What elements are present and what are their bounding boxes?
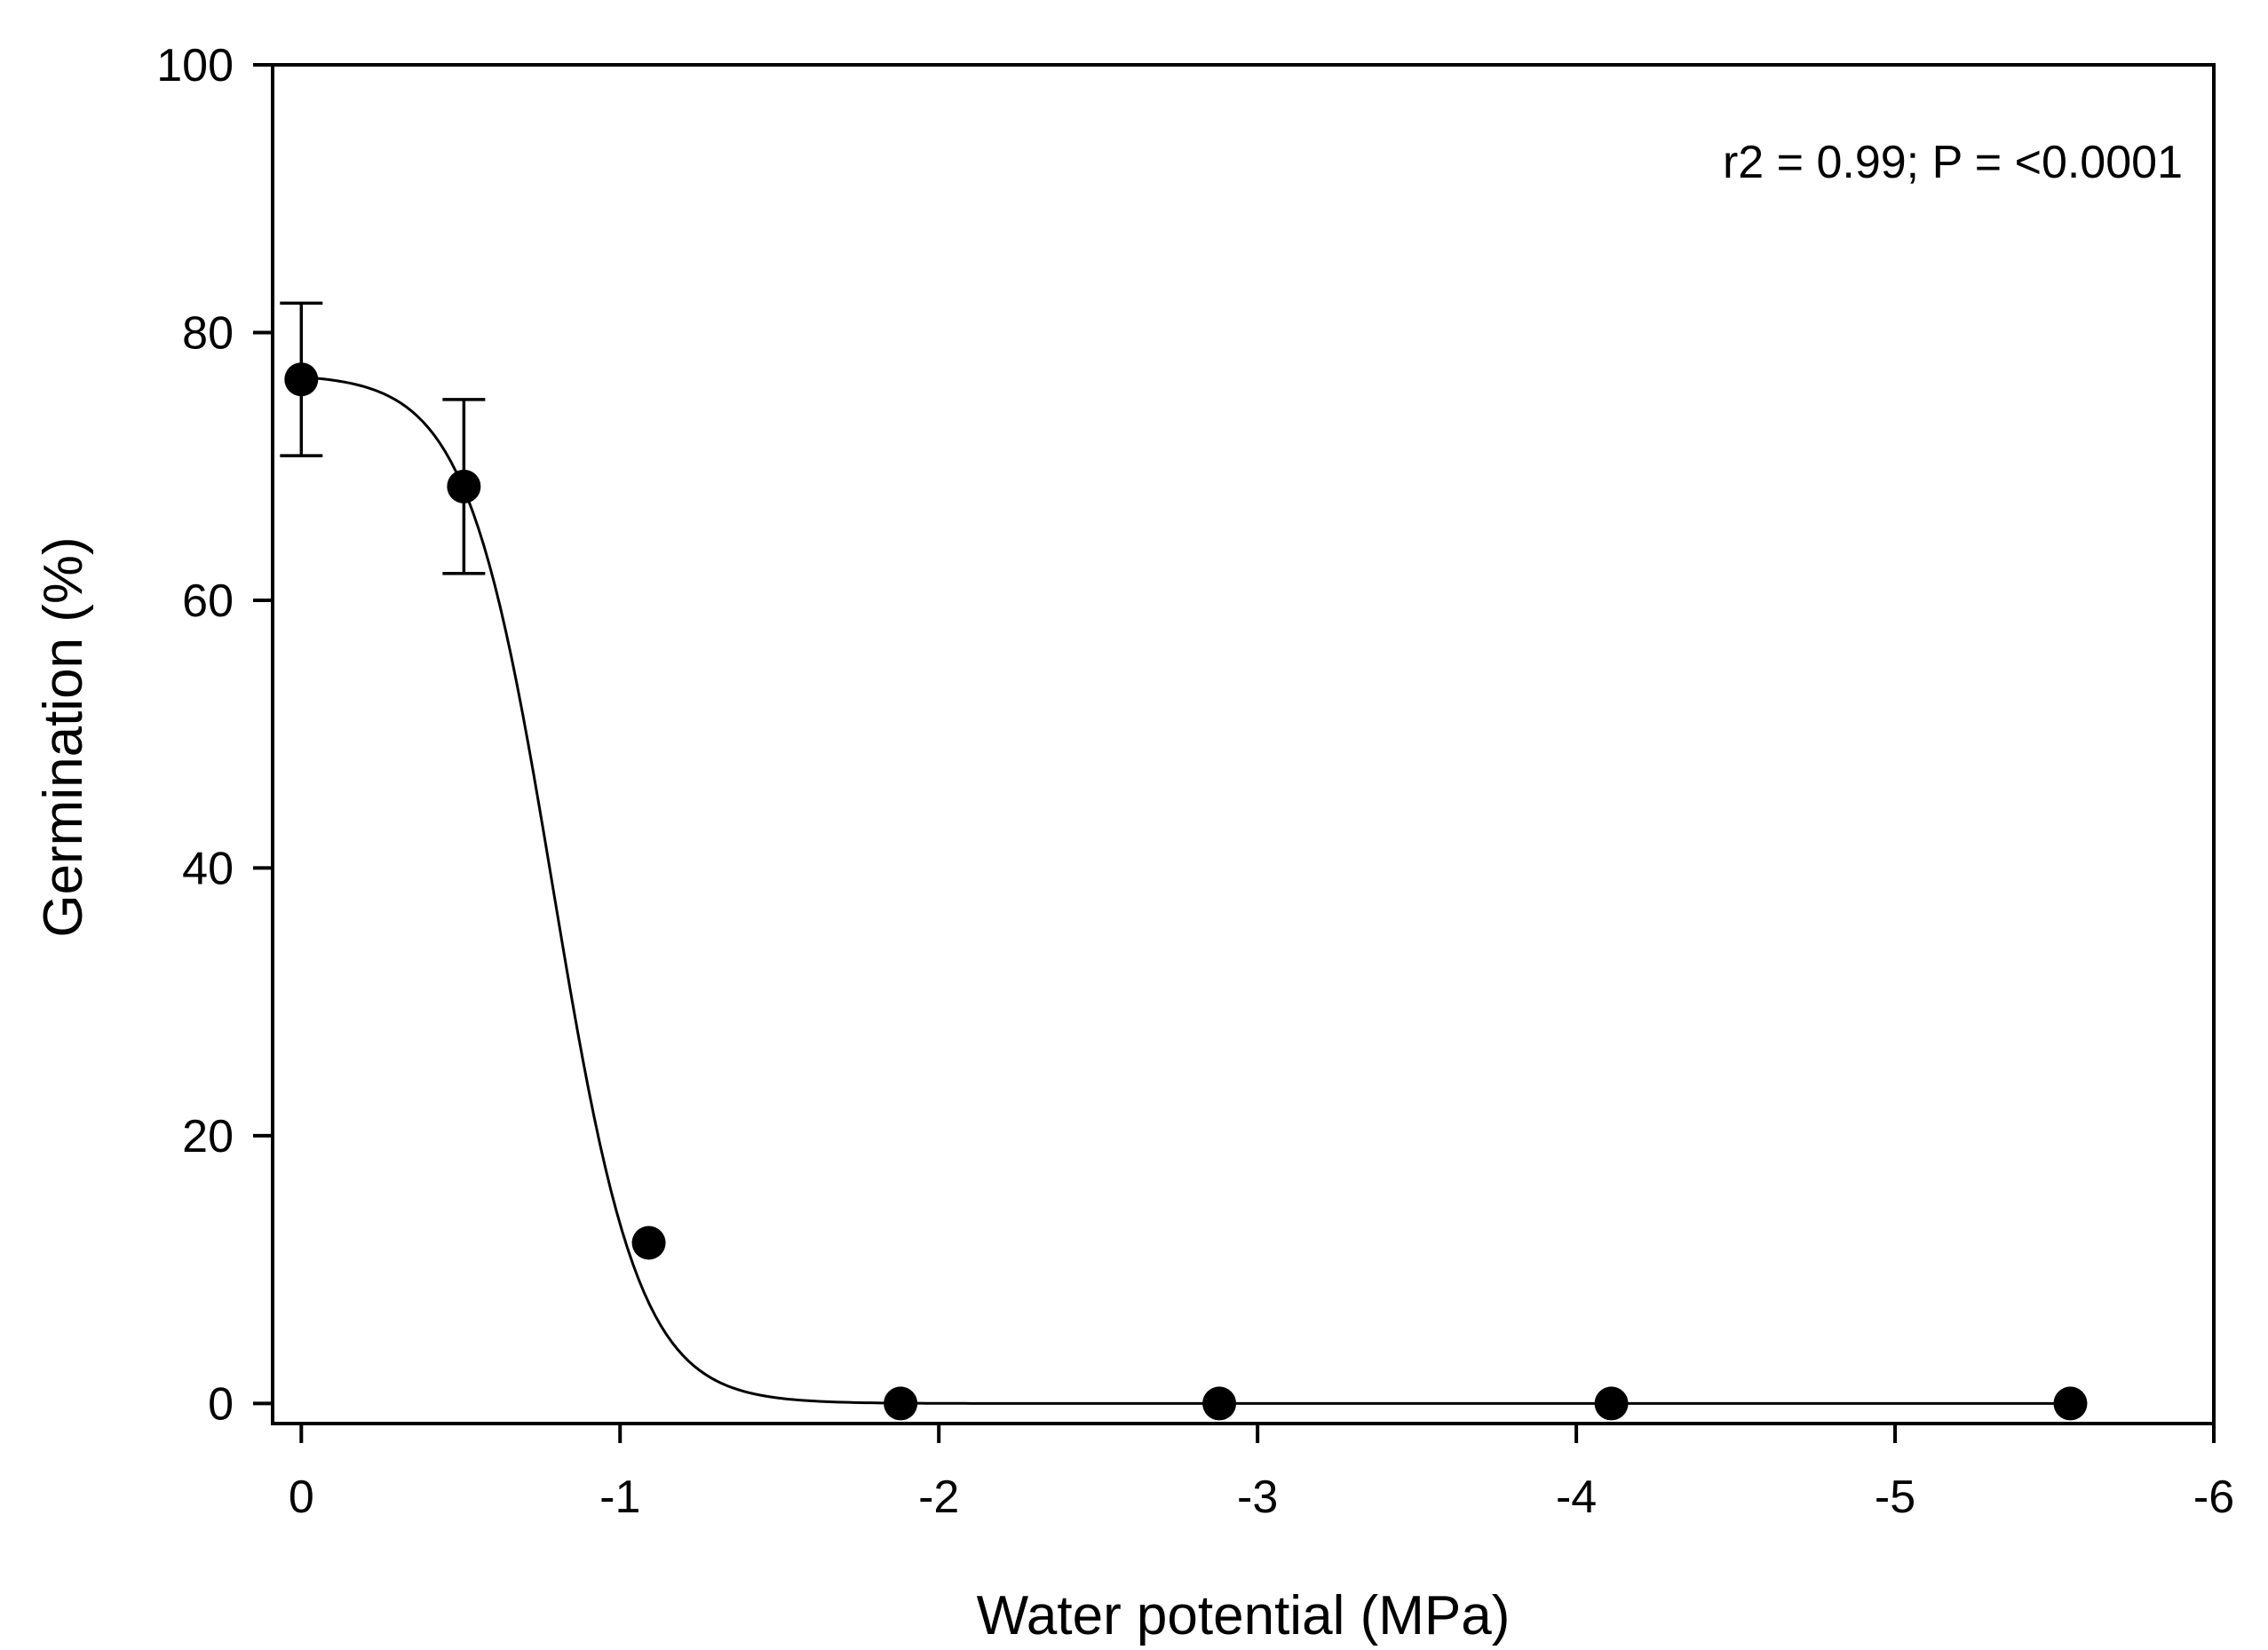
y-tick-label: 60 — [182, 575, 234, 627]
data-point — [1594, 1386, 1629, 1421]
data-point — [447, 469, 481, 504]
data-point — [2053, 1386, 2088, 1421]
x-tick-label: -2 — [918, 1472, 959, 1523]
data-points — [284, 362, 2088, 1421]
fit-curve — [301, 376, 2071, 1405]
data-point — [1202, 1386, 1237, 1421]
plot-frame — [271, 63, 2216, 1425]
data-point — [631, 1226, 666, 1260]
x-axis: 0 -1 -2 -3 -4 -5 -6 — [289, 1424, 2234, 1523]
error-bars — [280, 301, 486, 575]
y-axis-title: Germination (%) — [33, 536, 94, 937]
x-tick-label: 0 — [289, 1472, 314, 1523]
x-tick-label: -5 — [1875, 1472, 1915, 1523]
x-tick-label: -3 — [1237, 1472, 1278, 1523]
x-axis-title: Water potential (MPa) — [977, 1585, 1511, 1646]
x-tick-label: -6 — [2193, 1472, 2234, 1523]
data-point — [284, 362, 319, 397]
y-tick-label: 100 — [156, 40, 234, 91]
y-tick-label: 20 — [182, 1111, 234, 1162]
x-tick-label: -1 — [599, 1472, 640, 1523]
x-tick-label: -4 — [1556, 1472, 1597, 1523]
y-axis: 0 20 40 60 80 100 — [156, 40, 273, 1430]
y-tick-label: 80 — [182, 307, 234, 359]
annotation-text: r2 = 0.99; P = <0.0001 — [1723, 137, 2183, 188]
y-tick-label: 40 — [182, 843, 234, 894]
y-tick-label: 0 — [208, 1378, 234, 1430]
data-point — [884, 1386, 918, 1421]
